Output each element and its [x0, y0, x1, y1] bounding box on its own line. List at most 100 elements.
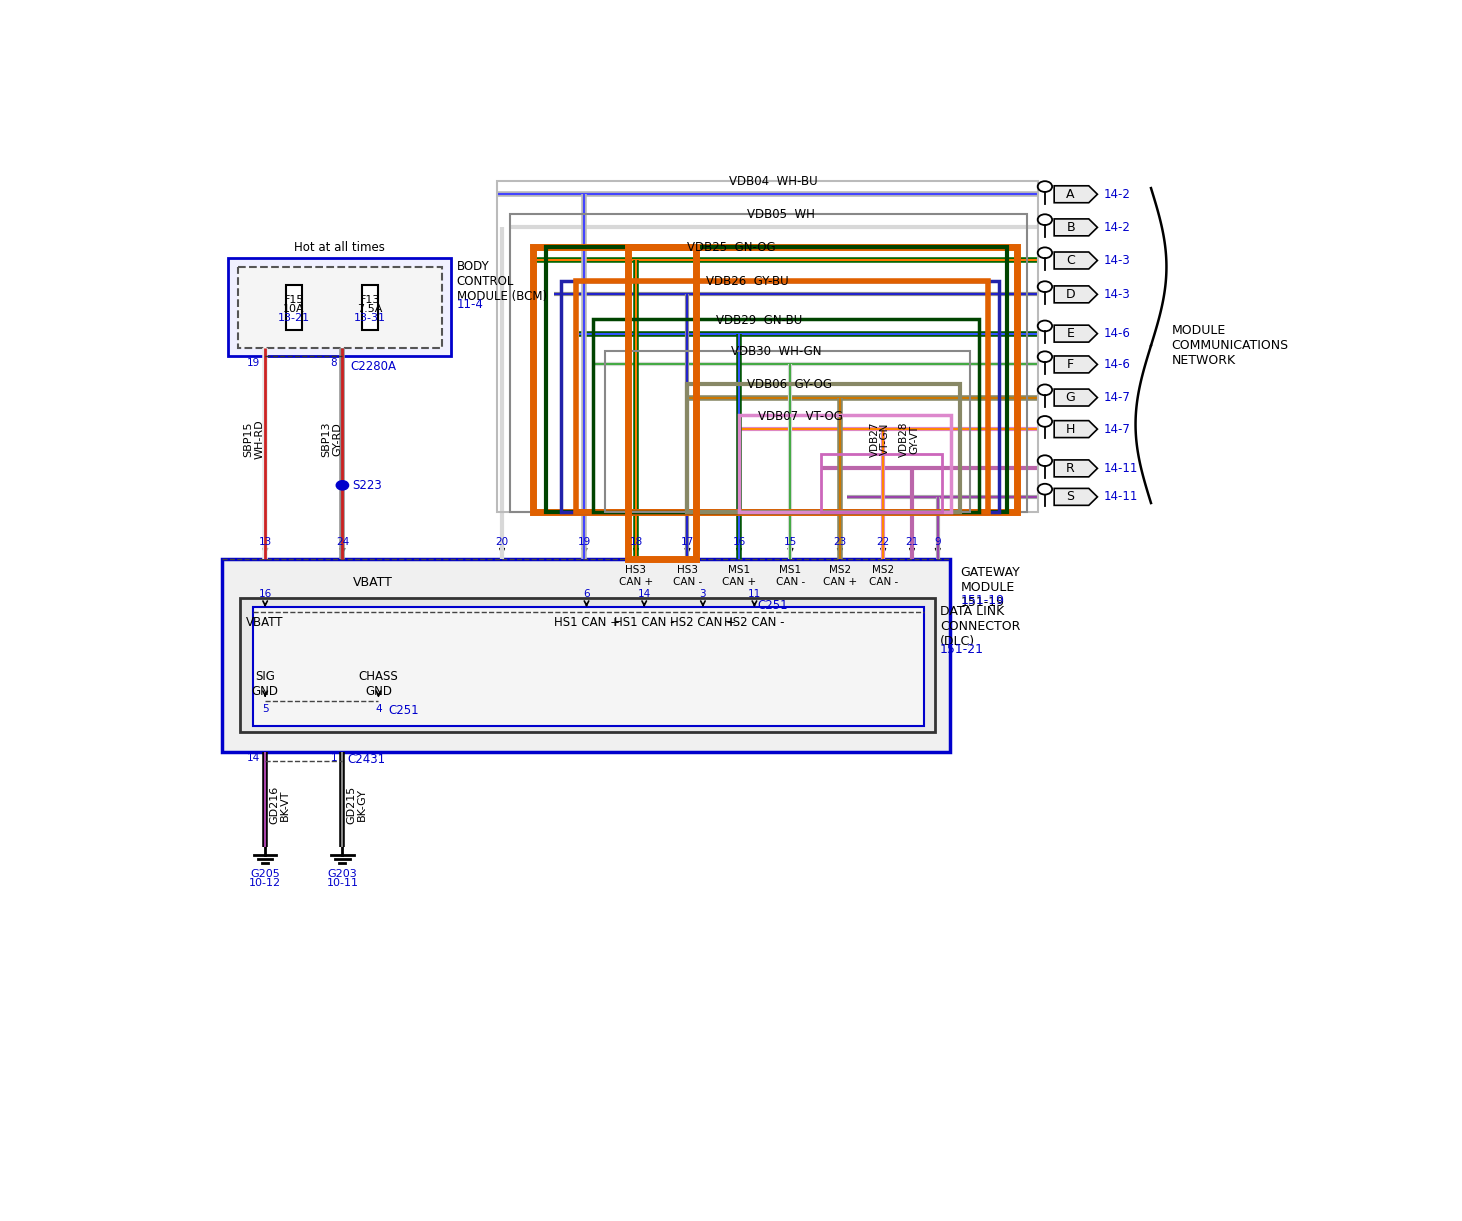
Bar: [510, 214, 1028, 513]
Bar: [592, 319, 980, 513]
Text: 11: 11: [747, 590, 762, 600]
Text: VBATT: VBATT: [247, 617, 284, 629]
Text: C2431: C2431: [348, 753, 386, 767]
Text: MS1
CAN -: MS1 CAN -: [776, 565, 806, 587]
Polygon shape: [1054, 389, 1098, 407]
Text: 23: 23: [833, 537, 846, 547]
Bar: [561, 281, 999, 513]
Text: VBATT: VBATT: [354, 576, 393, 590]
Text: 14: 14: [247, 753, 260, 763]
Text: 14-6: 14-6: [1104, 327, 1130, 341]
Bar: [240, 598, 934, 731]
Polygon shape: [1054, 186, 1098, 203]
Text: 22: 22: [877, 537, 890, 547]
Bar: [222, 559, 950, 752]
Text: Hot at all times: Hot at all times: [294, 241, 385, 254]
Text: 17: 17: [681, 537, 694, 547]
Text: E: E: [1067, 327, 1075, 341]
Text: VDB27: VDB27: [870, 421, 880, 457]
Text: VDB28: VDB28: [899, 421, 909, 457]
Text: 5: 5: [262, 705, 269, 714]
Text: 13: 13: [259, 537, 272, 547]
Text: 24: 24: [336, 537, 349, 547]
Text: 13-31: 13-31: [354, 314, 386, 324]
Bar: [576, 281, 988, 513]
Text: S223: S223: [352, 479, 383, 492]
Text: F: F: [1067, 358, 1075, 371]
Text: 14-7: 14-7: [1104, 422, 1130, 436]
Text: 10A: 10A: [284, 304, 304, 314]
Text: C251: C251: [757, 600, 788, 612]
Bar: [687, 383, 961, 513]
Text: C2280A: C2280A: [351, 360, 396, 372]
Text: GATEWAY
MODULE
151-19: GATEWAY MODULE 151-19: [961, 567, 1020, 609]
Bar: [534, 247, 1018, 513]
Text: F13: F13: [360, 294, 380, 305]
Text: G205: G205: [250, 869, 281, 879]
Text: 14-6: 14-6: [1104, 358, 1130, 371]
Text: HS2 CAN -: HS2 CAN -: [724, 617, 785, 629]
Text: 14-3: 14-3: [1104, 288, 1130, 300]
Text: BODY
CONTROL
MODULE (BCM): BODY CONTROL MODULE (BCM): [456, 260, 547, 303]
Text: HS3
CAN +: HS3 CAN +: [618, 565, 654, 587]
Text: 14: 14: [637, 590, 651, 600]
Text: HS3
CAN -: HS3 CAN -: [673, 565, 702, 587]
Text: VDB26  GY-BU: VDB26 GY-BU: [706, 275, 788, 288]
Text: SBP15: SBP15: [244, 421, 254, 457]
Polygon shape: [1054, 219, 1098, 236]
Text: 3: 3: [700, 590, 706, 600]
Polygon shape: [1054, 325, 1098, 342]
Text: 8: 8: [330, 358, 338, 368]
Text: H: H: [1066, 422, 1075, 436]
Polygon shape: [1054, 488, 1098, 505]
Text: VDB07  VT-OG: VDB07 VT-OG: [757, 410, 842, 422]
Text: MS1
CAN +: MS1 CAN +: [722, 565, 756, 587]
Polygon shape: [1054, 252, 1098, 269]
Text: D: D: [1066, 288, 1076, 300]
Text: HS1 CAN -: HS1 CAN -: [614, 617, 674, 629]
Text: VDB30  WH-GN: VDB30 WH-GN: [731, 346, 822, 358]
Text: BK-GY: BK-GY: [357, 789, 367, 822]
Text: 19: 19: [577, 537, 591, 547]
Text: VDB05  WH: VDB05 WH: [747, 209, 816, 221]
Bar: [605, 350, 969, 513]
Text: 14-2: 14-2: [1104, 221, 1130, 234]
Text: 4: 4: [376, 705, 382, 714]
Circle shape: [336, 481, 348, 490]
Text: VDB29  GN-BU: VDB29 GN-BU: [716, 315, 803, 327]
Bar: [822, 454, 942, 513]
Text: WH-RD: WH-RD: [254, 419, 265, 459]
Polygon shape: [1054, 421, 1098, 437]
Polygon shape: [1054, 460, 1098, 477]
Text: 19: 19: [247, 358, 260, 368]
Text: 16: 16: [732, 537, 746, 547]
Text: BK-VT: BK-VT: [279, 789, 289, 821]
Text: 9: 9: [934, 537, 942, 547]
Text: GD216: GD216: [269, 786, 279, 824]
Polygon shape: [1054, 357, 1098, 372]
Bar: [363, 286, 379, 330]
Text: MODULE
COMMUNICATIONS
NETWORK: MODULE COMMUNICATIONS NETWORK: [1171, 324, 1288, 368]
Text: VT-GN: VT-GN: [880, 422, 890, 455]
Text: GD215: GD215: [346, 786, 357, 824]
Bar: [285, 286, 303, 330]
Text: G: G: [1066, 391, 1076, 404]
Text: 14-11: 14-11: [1104, 491, 1137, 503]
Text: 10-12: 10-12: [249, 878, 281, 888]
Text: HS2 CAN +: HS2 CAN +: [670, 617, 735, 629]
Bar: [228, 258, 450, 357]
Text: 14-11: 14-11: [1104, 462, 1137, 475]
Text: 14-2: 14-2: [1104, 188, 1130, 200]
Text: 11-4: 11-4: [456, 298, 484, 311]
Text: 15: 15: [784, 537, 797, 547]
Text: A: A: [1066, 188, 1075, 200]
Bar: [253, 607, 924, 725]
Bar: [497, 181, 1038, 513]
Text: VDB25  GN-OG: VDB25 GN-OG: [687, 242, 776, 254]
Text: 14-3: 14-3: [1104, 254, 1130, 267]
Text: 10-11: 10-11: [326, 878, 358, 888]
Text: MS2
CAN +: MS2 CAN +: [823, 565, 857, 587]
Text: 1: 1: [330, 753, 338, 763]
Polygon shape: [1054, 286, 1098, 303]
Text: VDB06  GY-OG: VDB06 GY-OG: [747, 379, 832, 392]
